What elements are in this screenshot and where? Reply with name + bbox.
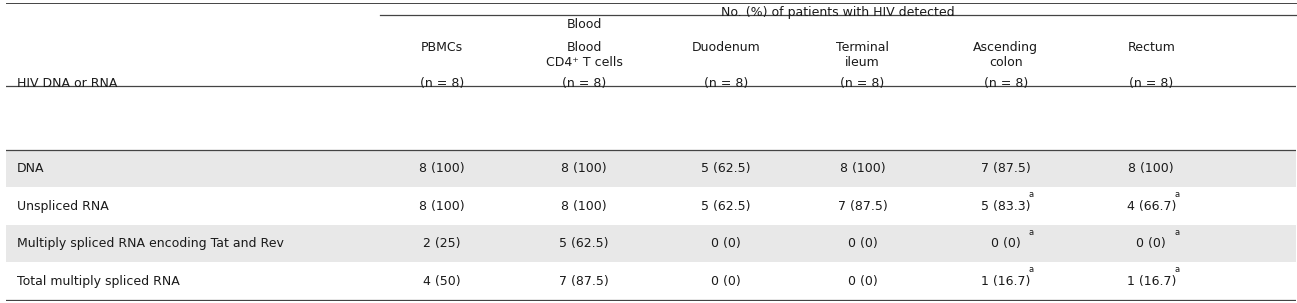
Text: Multiply spliced RNA encoding Tat and Rev: Multiply spliced RNA encoding Tat and Re… [17,237,284,250]
Text: 5 (62.5): 5 (62.5) [559,237,608,250]
Text: Total multiply spliced RNA: Total multiply spliced RNA [17,275,179,288]
Text: (n = 8): (n = 8) [983,76,1027,89]
Text: 8 (100): 8 (100) [1128,162,1174,175]
Text: a: a [1029,190,1034,199]
Text: 8 (100): 8 (100) [419,162,466,175]
Text: 0 (0): 0 (0) [848,237,877,250]
Text: (n = 8): (n = 8) [420,76,464,89]
Text: Duodenum: Duodenum [691,41,760,54]
Text: (n = 8): (n = 8) [840,76,885,89]
Text: Blood: Blood [567,18,602,31]
Text: 4 (50): 4 (50) [423,275,460,288]
Text: a: a [1029,228,1034,237]
Text: HIV DNA or RNA: HIV DNA or RNA [17,76,117,89]
Text: 1 (16.7): 1 (16.7) [1127,275,1176,288]
Text: DNA: DNA [17,162,44,175]
Text: No. (%) of patients with HIV detected: No. (%) of patients with HIV detected [721,6,955,19]
Text: PBMCs: PBMCs [422,41,463,54]
Text: 8 (100): 8 (100) [419,200,466,213]
Text: (n = 8): (n = 8) [704,76,748,89]
Text: 0 (0): 0 (0) [711,275,741,288]
Text: 0 (0): 0 (0) [1136,237,1166,250]
Text: 1 (16.7): 1 (16.7) [981,275,1030,288]
Text: Unspliced RNA: Unspliced RNA [17,200,109,213]
Text: a: a [1175,190,1180,199]
Text: 7 (87.5): 7 (87.5) [838,200,887,213]
Text: Blood
CD4⁺ T cells: Blood CD4⁺ T cells [546,41,623,69]
Text: 8 (100): 8 (100) [562,162,607,175]
Text: a: a [1029,265,1034,274]
Text: 0 (0): 0 (0) [848,275,877,288]
Text: (n = 8): (n = 8) [562,76,606,89]
Text: 5 (62.5): 5 (62.5) [702,162,751,175]
Text: 2 (25): 2 (25) [424,237,460,250]
Text: a: a [1175,228,1180,237]
Text: Terminal
ileum: Terminal ileum [837,41,888,69]
Text: 5 (62.5): 5 (62.5) [702,200,751,213]
Text: 5 (83.3): 5 (83.3) [981,200,1030,213]
Text: 0 (0): 0 (0) [991,237,1021,250]
Text: Ascending
colon: Ascending colon [973,41,1038,69]
Text: 0 (0): 0 (0) [711,237,741,250]
Text: (n = 8): (n = 8) [1130,76,1174,89]
Text: 8 (100): 8 (100) [562,200,607,213]
Text: 8 (100): 8 (100) [839,162,886,175]
Text: 7 (87.5): 7 (87.5) [981,162,1031,175]
Text: 4 (66.7): 4 (66.7) [1127,200,1176,213]
Text: 7 (87.5): 7 (87.5) [559,275,608,288]
Text: Rectum: Rectum [1127,41,1175,54]
Text: a: a [1175,265,1180,274]
